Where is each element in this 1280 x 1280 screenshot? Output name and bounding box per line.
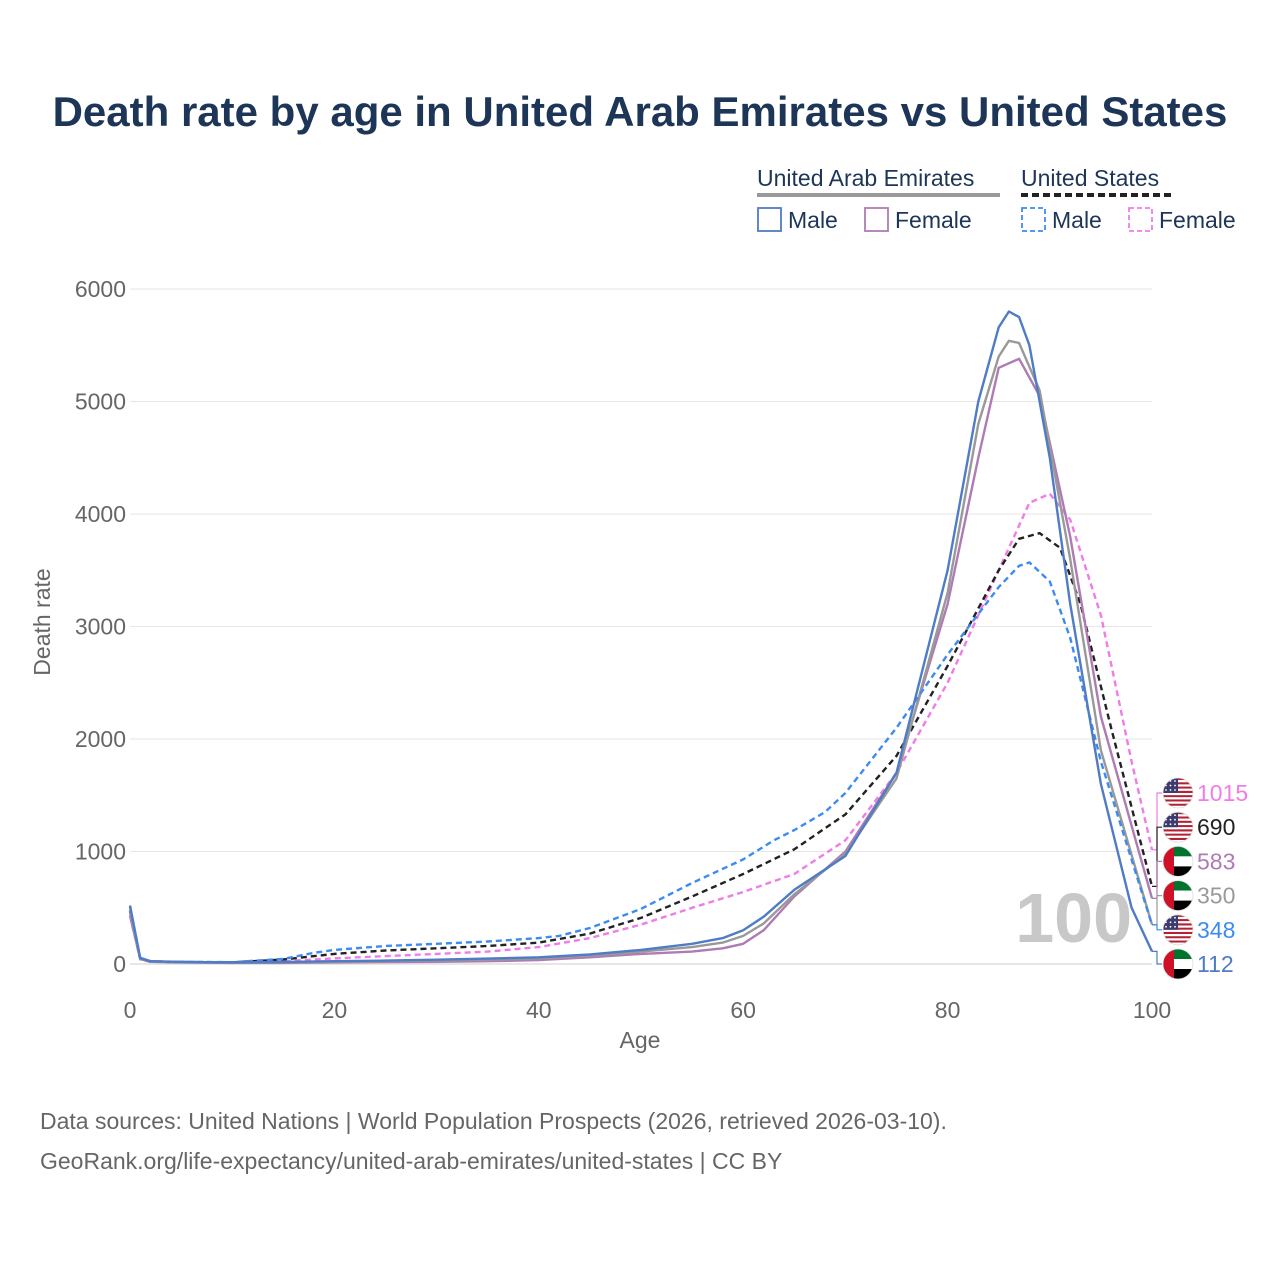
x-tick-label: 100	[1133, 997, 1171, 1023]
source-line-2[interactable]: GeoRank.org/life-expectancy/united-arab-…	[40, 1148, 783, 1174]
end-label-value: 690	[1197, 814, 1235, 840]
end-label-connector	[1152, 895, 1162, 926]
legend-swatch[interactable]	[1128, 207, 1153, 232]
y-tick-label: 5000	[75, 389, 126, 415]
series-line-united-arab-emirates-female	[128, 357, 1154, 965]
uae-flag-icon	[1162, 880, 1194, 911]
end-labels: 1015 690 583 350 348 112	[1152, 777, 1248, 980]
y-tick-label: 0	[113, 951, 126, 977]
series-line-united-arab-emirates	[128, 339, 1154, 964]
us-flag-icon	[1162, 811, 1194, 843]
end-label: 1015	[1152, 777, 1248, 851]
end-label-value: 1015	[1197, 780, 1248, 806]
uae-flag-icon	[1162, 948, 1194, 980]
legend-group-label: United Arab Emirates	[757, 165, 974, 191]
end-label: 350	[1152, 880, 1235, 926]
age-watermark: 100	[1015, 879, 1132, 957]
legend-item-label: Male	[1052, 207, 1102, 233]
series-lines	[128, 310, 1154, 965]
x-tick-label: 20	[322, 997, 348, 1023]
series-line-united-states	[128, 531, 1154, 964]
source-line-1: Data sources: United Nations | World Pop…	[40, 1108, 947, 1134]
legend-group-label: United States	[1021, 165, 1159, 191]
series-line-united-states-female	[128, 492, 1154, 964]
end-label-connector	[1152, 792, 1162, 851]
legend[interactable]: United Arab Emirates United States Male Fem…	[757, 165, 1236, 233]
end-label-connector	[1152, 950, 1162, 965]
x-tick-label: 80	[935, 997, 961, 1023]
end-label: 583	[1152, 846, 1235, 899]
end-label-connector	[1152, 826, 1162, 887]
end-label: 690	[1152, 811, 1235, 887]
us-flag-icon	[1162, 777, 1194, 809]
legend-item-us-female[interactable]: Female	[1128, 207, 1236, 233]
y-axis-ticks: 0 1000 2000 3000 4000 5000 6000	[75, 276, 126, 977]
y-tick-label: 3000	[75, 614, 126, 640]
legend-swatch[interactable]	[1021, 207, 1046, 232]
series-line-united-states-male	[128, 561, 1154, 964]
end-label-connector	[1152, 860, 1162, 899]
x-tick-label: 60	[730, 997, 756, 1023]
legend-item-us-male[interactable]: Male	[1021, 207, 1102, 233]
end-label-value: 583	[1197, 848, 1235, 874]
uae-flag-icon	[1162, 846, 1194, 877]
y-tick-label: 6000	[75, 276, 126, 302]
legend-item-uae-female[interactable]: Female	[864, 207, 972, 233]
series-line-united-arab-emirates-male	[128, 310, 1154, 964]
x-tick-label: 0	[124, 997, 137, 1023]
y-axis-label: Death rate	[29, 568, 55, 675]
legend-swatch[interactable]	[757, 207, 782, 232]
chart-title: Death rate by age in United Arab Emirate…	[52, 88, 1228, 135]
legend-item-label: Male	[788, 207, 838, 233]
y-tick-label: 4000	[75, 501, 126, 527]
legend-item-label: Female	[895, 207, 972, 233]
end-label-connector	[1152, 924, 1162, 931]
x-axis-label: Age	[620, 1027, 661, 1053]
us-flag-icon	[1162, 914, 1194, 946]
legend-item-uae-male[interactable]: Male	[757, 207, 838, 233]
legend-item-label: Female	[1159, 207, 1236, 233]
end-label: 112	[1152, 948, 1234, 980]
end-label-value: 350	[1197, 883, 1235, 909]
end-label-value: 112	[1197, 951, 1234, 977]
y-tick-label: 1000	[75, 839, 126, 865]
legend-swatch[interactable]	[864, 207, 889, 232]
x-axis-ticks: 0 20 40 60 80 100	[124, 997, 1172, 1023]
grid	[130, 288, 1152, 965]
end-label: 348	[1152, 914, 1235, 946]
y-tick-label: 2000	[75, 726, 126, 752]
x-tick-label: 40	[526, 997, 552, 1023]
end-label-value: 348	[1197, 917, 1235, 943]
